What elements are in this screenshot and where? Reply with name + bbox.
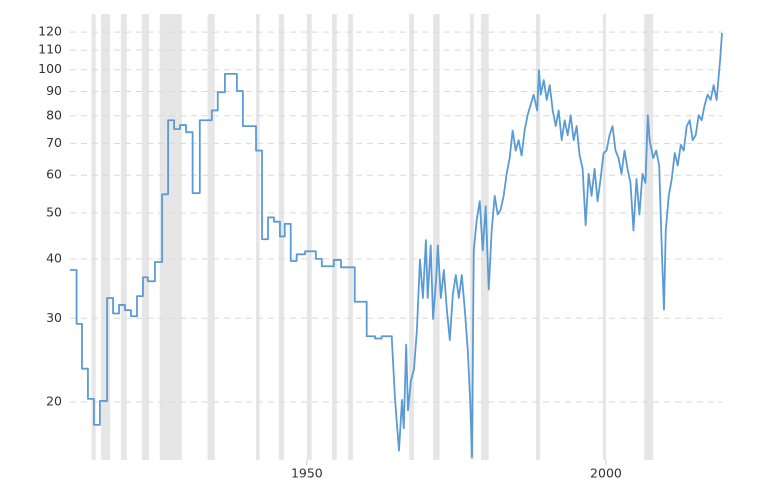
- line-series: [70, 32, 723, 459]
- recession-band: [91, 14, 96, 460]
- y-tick-label: 20: [46, 393, 62, 408]
- recession-band: [306, 14, 312, 460]
- recession-band: [159, 14, 182, 460]
- recession-band: [470, 14, 474, 460]
- recession-band: [535, 14, 541, 460]
- recession-band: [207, 14, 215, 460]
- x-tick-label: 2000: [590, 466, 622, 481]
- y-tick-label: 120: [38, 24, 62, 39]
- y-tick-label: 40: [46, 250, 62, 265]
- y-tick-label: 70: [46, 135, 62, 150]
- x-tick-label: 1950: [291, 466, 323, 481]
- y-tick-label: 50: [46, 204, 62, 219]
- recession-band: [480, 14, 489, 460]
- y-tick-label: 30: [46, 310, 62, 325]
- y-tick-label: 80: [46, 107, 62, 122]
- y-tick-label: 110: [38, 42, 62, 57]
- recession-band: [120, 14, 127, 460]
- recession-band: [433, 14, 440, 460]
- y-tick-label: 100: [38, 61, 62, 76]
- recession-band: [256, 14, 260, 460]
- recession-band: [602, 14, 606, 460]
- recession-band: [644, 14, 654, 460]
- recession-band: [348, 14, 353, 460]
- recession-band: [409, 14, 414, 460]
- recession-band: [101, 14, 111, 460]
- recession-band: [331, 14, 337, 460]
- y-tick-label: 90: [46, 83, 62, 98]
- recession-band: [141, 14, 149, 460]
- y-tick-label: 60: [46, 167, 62, 182]
